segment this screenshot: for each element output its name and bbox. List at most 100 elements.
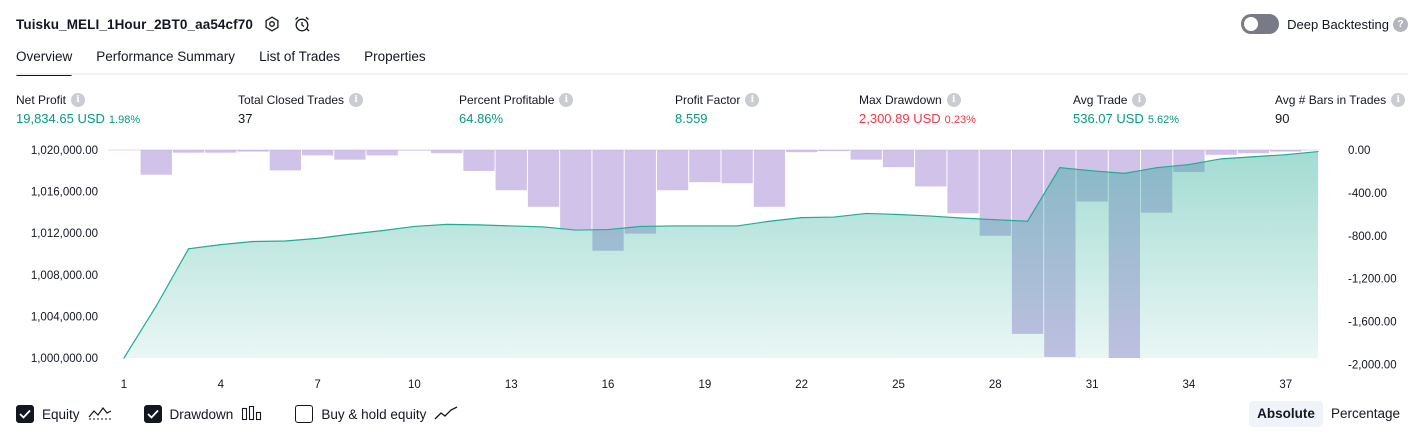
equity-checkbox[interactable] (16, 405, 34, 423)
drawdown-bar (205, 150, 237, 153)
metric-percent-profitable: Percent Profitable i 64.86% (459, 93, 574, 126)
drawdown-bar (301, 150, 334, 156)
legend-buy-hold[interactable]: Buy & hold equity (295, 405, 458, 424)
equity-point (930, 215, 932, 217)
metric-avg-trade: Avg Trade i 536.07 USD 5.62% (1073, 93, 1179, 126)
equity-point (671, 225, 674, 227)
equity-point (187, 248, 190, 250)
x-tick-label: 4 (218, 379, 225, 391)
x-tick-label: 13 (505, 379, 518, 391)
equity-point (1059, 167, 1061, 169)
info-icon[interactable]: i (1391, 93, 1406, 107)
equity-point (962, 217, 964, 219)
drawdown-bar (947, 150, 979, 214)
metric-percent: 1.98% (108, 114, 141, 126)
equity-point (994, 219, 996, 221)
drawdown-bar (1270, 150, 1302, 152)
metric-value: 19,834.65 USD (16, 111, 105, 126)
y-left-tick-label: 1,008,000.00 (31, 270, 98, 282)
info-icon[interactable]: i (946, 93, 961, 107)
metric-percent: 5.62% (1147, 114, 1180, 126)
equity-point (736, 225, 738, 227)
x-tick-label: 37 (1279, 379, 1292, 391)
equity-point (575, 229, 577, 231)
tab-properties[interactable]: Properties (364, 49, 426, 64)
x-tick-label: 31 (1086, 379, 1099, 391)
y-left-tick-label: 1,000,000.00 (31, 353, 98, 365)
buy-hold-checkbox[interactable] (295, 405, 314, 423)
drawdown-bar (237, 150, 269, 152)
absolute-button[interactable]: Absolute (1249, 401, 1323, 427)
drawdown-bar (366, 150, 398, 156)
percentage-button[interactable]: Percentage (1330, 406, 1400, 421)
tab-overview[interactable]: Overview (16, 46, 73, 76)
info-icon[interactable]: i (745, 93, 760, 107)
drawdown-bar (850, 150, 882, 160)
metric-value: 37 (238, 111, 253, 126)
drawdown-bar (689, 150, 721, 183)
legend-drawdown[interactable]: Drawdown (143, 405, 264, 424)
legend-drawdown-label: Drawdown (169, 406, 234, 422)
drawdown-bar (753, 150, 786, 207)
alarm-clock-icon[interactable] (291, 13, 313, 35)
drawdown-bar (527, 150, 560, 207)
deep-backtesting-label: Deep Backtesting (1287, 16, 1389, 32)
x-tick-label: 10 (408, 379, 421, 391)
metric-label: Profit Factor (675, 93, 741, 107)
equity-line-icon (88, 405, 112, 424)
help-icon[interactable]: ? (1393, 16, 1408, 32)
equity-point (123, 357, 125, 359)
chart-legend: Equity Drawdown Buy & hold equity (16, 403, 490, 425)
x-tick-label: 7 (314, 379, 320, 391)
drawdown-bar (495, 150, 527, 191)
x-tick-label: 1 (121, 379, 127, 391)
tabs: Overview Performance Summary List of Tra… (16, 46, 450, 76)
metric-value: 90 (1275, 111, 1290, 126)
info-icon[interactable]: i (71, 93, 86, 107)
deep-backtesting-toggle[interactable] (1241, 14, 1280, 34)
y-right-tick-label: -1,200.00 (1348, 274, 1397, 286)
tab-list-of-trades[interactable]: List of Trades (259, 49, 341, 64)
y-right-tick-label: 0.00 (1348, 145, 1370, 157)
equity-point (801, 217, 803, 219)
drawdown-bar (786, 150, 818, 153)
y-right-tick-label: -2,000.00 (1348, 359, 1397, 371)
equity-point (317, 237, 319, 239)
drawdown-bar (398, 150, 431, 151)
y-left-tick-label: 1,016,000.00 (31, 187, 98, 199)
metric-profit-factor: Profit Factor i 8.559 (675, 93, 760, 126)
metric-value: 2,300.89 USD (859, 111, 941, 126)
equity-point (1091, 170, 1093, 172)
y-left-tick-label: 1,004,000.00 (31, 311, 98, 323)
drawdown-bar (915, 150, 947, 187)
legend-equity[interactable]: Equity (16, 405, 112, 424)
equity-point (284, 240, 286, 242)
tab-divider (16, 73, 1408, 75)
y-right-tick-label: -1,600.00 (1348, 317, 1397, 329)
tab-performance-summary[interactable]: Performance Summary (96, 49, 236, 64)
equity-area (124, 151, 1318, 358)
equity-point (704, 225, 706, 227)
equity-point (446, 223, 448, 225)
info-icon[interactable]: i (349, 93, 364, 107)
equity-point (833, 216, 835, 218)
drawdown-bar (560, 150, 592, 230)
legend-buy-hold-label: Buy & hold equity (321, 406, 427, 422)
x-tick-label: 16 (602, 379, 615, 391)
metric-label: Avg Trade (1073, 93, 1128, 107)
equity-point (220, 244, 222, 246)
deep-backtesting: Deep Backtesting ? (1241, 12, 1408, 36)
equity-point (1188, 163, 1190, 166)
info-icon[interactable]: i (559, 93, 574, 107)
settings-gear-icon[interactable] (261, 13, 283, 35)
drawdown-bars-icon (241, 405, 263, 424)
x-tick-label: 25 (892, 379, 905, 391)
drawdown-checkbox[interactable] (143, 405, 162, 423)
equity-point (1156, 167, 1158, 169)
equity-point (639, 225, 641, 228)
equity-drawdown-chart[interactable]: 1,020,000.00 1,016,000.00 1,012,000.00 1,00… (0, 138, 1424, 400)
metric-label: Percent Profitable (459, 93, 555, 107)
info-icon[interactable]: i (1132, 93, 1147, 107)
drawdown-bar (1205, 150, 1237, 155)
equity-point (1220, 158, 1222, 160)
